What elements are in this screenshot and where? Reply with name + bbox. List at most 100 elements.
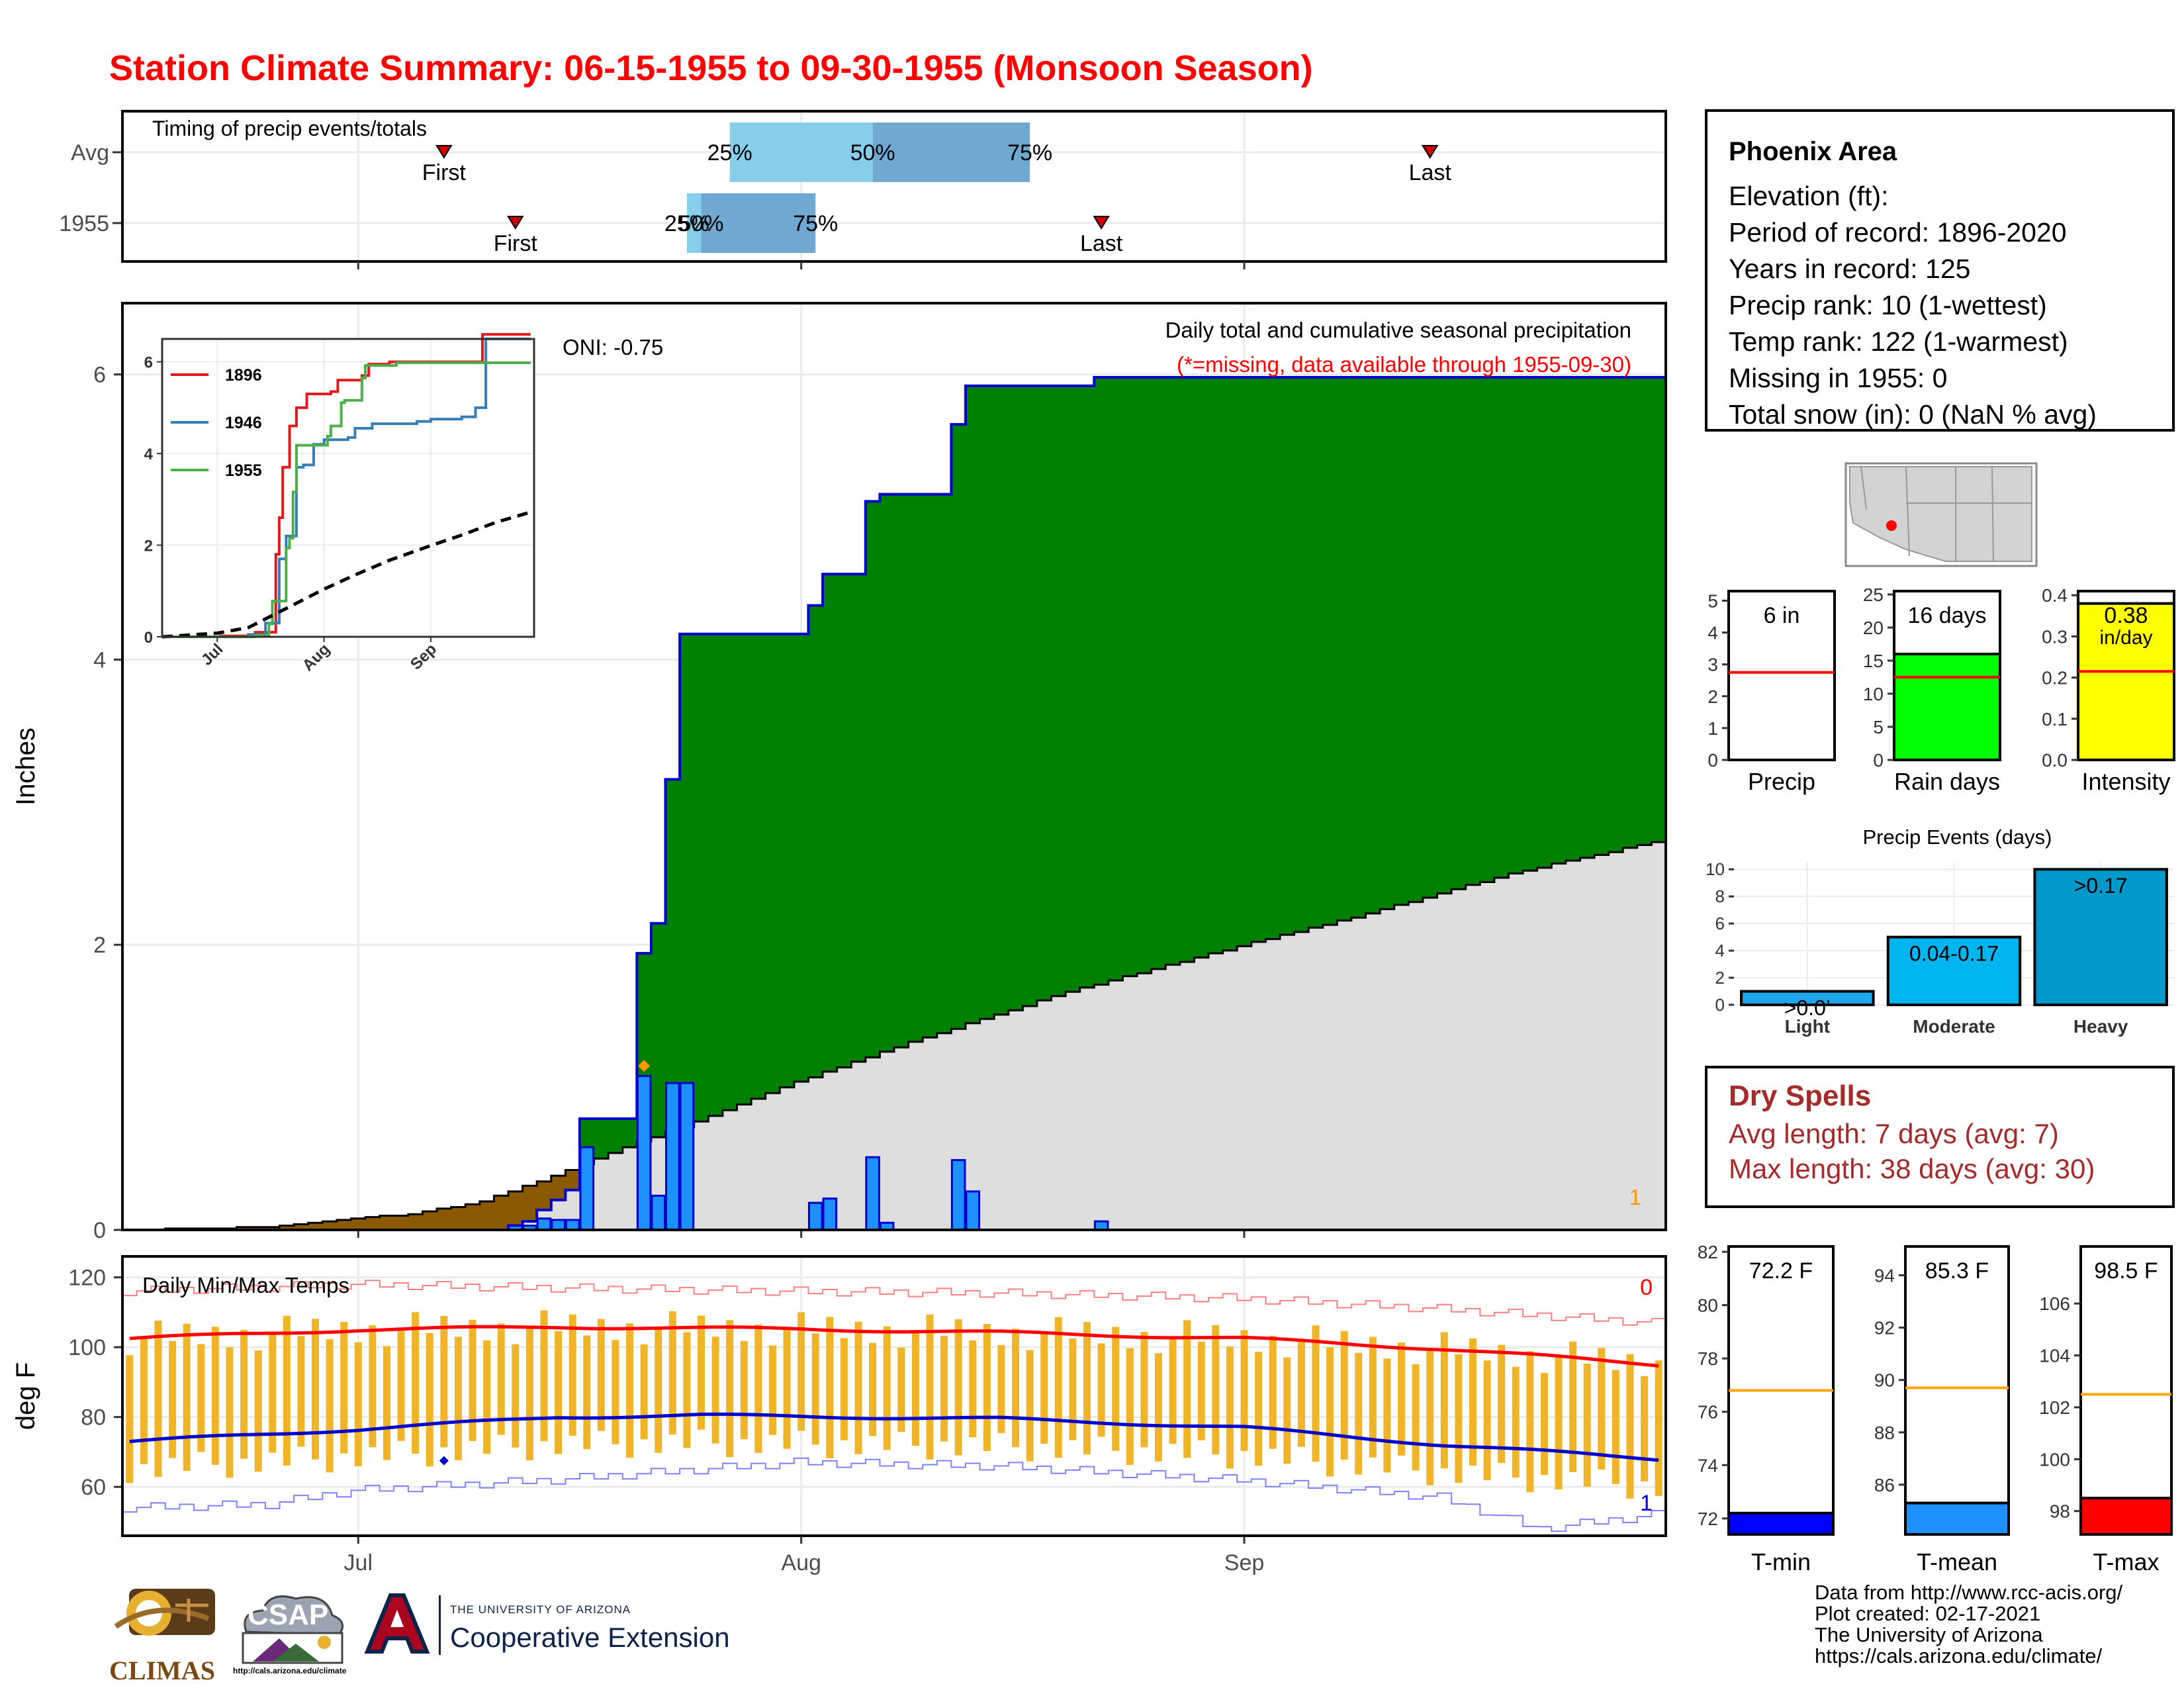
avg-cumulative-fill [1208, 953, 1224, 1230]
avg-cumulative-line [122, 841, 1666, 1231]
record-min-marker [439, 1456, 449, 1466]
inset-series-line [162, 333, 531, 638]
above-avg-fill [1565, 377, 1580, 861]
mini-bar-ytick-label: 0.1 [2042, 709, 2068, 729]
mini-bar-label: Intensity [2081, 768, 2170, 795]
mini-bar-frame [1727, 590, 1836, 761]
above-avg-fill [594, 1119, 609, 1159]
precip-events-ytick-label: 2 [1715, 968, 1725, 988]
avg-cumulative-fill [1351, 917, 1367, 1230]
timing-bar-25-50 [729, 122, 873, 182]
mini-bar-ytick-label: 72 [1698, 1509, 1718, 1529]
credit-line: https://cals.arizona.edu/climate/ [1815, 1644, 2103, 1667]
below-avg-fill [322, 1221, 338, 1230]
above-avg-fill [908, 494, 923, 1042]
ua-logo-bottom: Cooperative Extension [450, 1622, 730, 1653]
climas-logo: CLIMAS [109, 1585, 222, 1685]
station-name: Phoenix Area [1729, 137, 1897, 166]
daily-precip-bar [950, 1158, 966, 1231]
timing-row-label: Avg [71, 140, 109, 165]
avg-cumulative-fill [765, 1093, 780, 1230]
avg-cumulative-fill [1179, 962, 1195, 1230]
timing-bar-50-75 [872, 122, 1030, 182]
mini-bar-value [1727, 1511, 1835, 1536]
avg-cumulative-fill [622, 1147, 637, 1230]
above-avg-fill [1036, 385, 1052, 1001]
below-avg-fill [522, 1186, 537, 1222]
mini-bar-ytick-label: 98 [2050, 1501, 2070, 1522]
mini-bar-ytick-label: 15 [1863, 651, 1884, 671]
above-avg-fill [1122, 377, 1138, 976]
precip-chart: 0 2 4 6 Inches Daily total and cumulative sea… [11, 302, 1667, 1243]
inset-series-line [161, 510, 531, 639]
dry-spells-box: Dry Spells Avg length: 7 days (avg: 7) M… [1705, 1066, 2175, 1208]
precip-event-bar [1740, 990, 1875, 1006]
avg-cumulative-fill [1523, 870, 1538, 1230]
inset-legend-label: 1896 [225, 366, 262, 385]
precip-events-title: Precip Events (days) [1863, 825, 2052, 849]
above-avg-fill [751, 633, 766, 1099]
above-avg-fill [1179, 377, 1195, 962]
precip-ytick-label: 6 [93, 363, 106, 388]
above-avg-fill [694, 633, 709, 1122]
climas-logo-text: CLIMAS [109, 1656, 216, 1685]
avg-cumulative-fill [1580, 857, 1595, 1230]
mini-bar-ytick-label: 0 [1707, 750, 1718, 771]
mini-bar-ytick-label: 86 [1874, 1475, 1895, 1495]
above-avg-fill [708, 633, 723, 1116]
daily-precip-bar [551, 1219, 566, 1231]
seasonal-bars: 0 1 2 3 4 5 6 in Precip 0 5 10 15 20 25 16 days Rain da… [1707, 585, 2175, 795]
mini-bar-chart: 86 88 90 92 94 85.3 F T-mean [1874, 1245, 2010, 1575]
mini-bar-ytick-label: 1 [1707, 718, 1718, 739]
csap-logo-text: CSAP [248, 1599, 329, 1631]
avg-cumulative-fill [1023, 1006, 1038, 1230]
above-avg-fill [923, 494, 938, 1038]
above-avg-fill [808, 605, 823, 1078]
avg-cumulative-fill [1337, 920, 1352, 1230]
above-avg-fill [1066, 385, 1081, 992]
avg-cumulative-fill [1322, 925, 1338, 1230]
avg-cumulative-fill [894, 1047, 909, 1230]
below-avg-fill [422, 1211, 437, 1230]
temp-panel-border [121, 1255, 1667, 1537]
inset-legend-label: 1955 [225, 461, 262, 480]
avg-cumulative-fill [1651, 842, 1666, 1230]
above-avg-fill [1008, 385, 1023, 1011]
temp-ylabel: deg F [11, 1362, 40, 1430]
credit-line: Plot created: 02-17-2021 [1815, 1602, 2041, 1625]
mini-bar-value [1893, 653, 2001, 761]
precip-events-ytick-label: 6 [1715, 914, 1725, 933]
below-avg-fill [565, 1170, 580, 1190]
below-avg-fill [379, 1215, 394, 1230]
above-avg-fill [1079, 385, 1095, 988]
mini-bar-ytick-label: 3 [1707, 655, 1718, 675]
record-min-count: 1 [1640, 1491, 1653, 1516]
mini-bar-value-label: 85.3 F [1925, 1258, 1989, 1284]
mini-bar-ytick-label: 78 [1698, 1348, 1718, 1369]
avg-cumulative-fill [737, 1104, 752, 1230]
avg-cumulative-fill [1380, 909, 1395, 1230]
credit-line: The University of Arizona [1815, 1623, 2043, 1646]
mini-bar-label: T-mean [1917, 1548, 1997, 1575]
precip-panel-border [121, 302, 1667, 1231]
above-avg-fill [823, 574, 838, 1072]
precip-events-ytick-label: 8 [1715, 886, 1725, 906]
mini-bar-ytick-label: 82 [1698, 1242, 1718, 1262]
above-avg-fill [837, 574, 852, 1068]
precip-subtitle: Daily total and cumulative seasonal prec… [1165, 318, 1631, 342]
mini-bar-ytick-label: 0.3 [2042, 626, 2068, 647]
daily-precip-bar [636, 1074, 652, 1231]
inset-ytick-label: 6 [144, 354, 153, 372]
avg-cumulative-fill [1637, 845, 1652, 1230]
mini-bar-ytick-label: 100 [2039, 1449, 2070, 1470]
above-avg-fill [1108, 377, 1123, 981]
precip-events-ytick-label: 4 [1715, 941, 1725, 961]
timing-panel-border [121, 110, 1667, 263]
station-detail-line: Precip rank: 10 (1-wettest) [1729, 290, 2047, 320]
precip-ytick-label: 4 [93, 647, 106, 673]
above-avg-fill [865, 501, 880, 1058]
mini-bar-ytick-label: 4 [1707, 623, 1718, 643]
avg-cumulative-fill [1066, 992, 1081, 1230]
above-avg-fill [1651, 377, 1666, 843]
climas-emblem [114, 1589, 215, 1636]
